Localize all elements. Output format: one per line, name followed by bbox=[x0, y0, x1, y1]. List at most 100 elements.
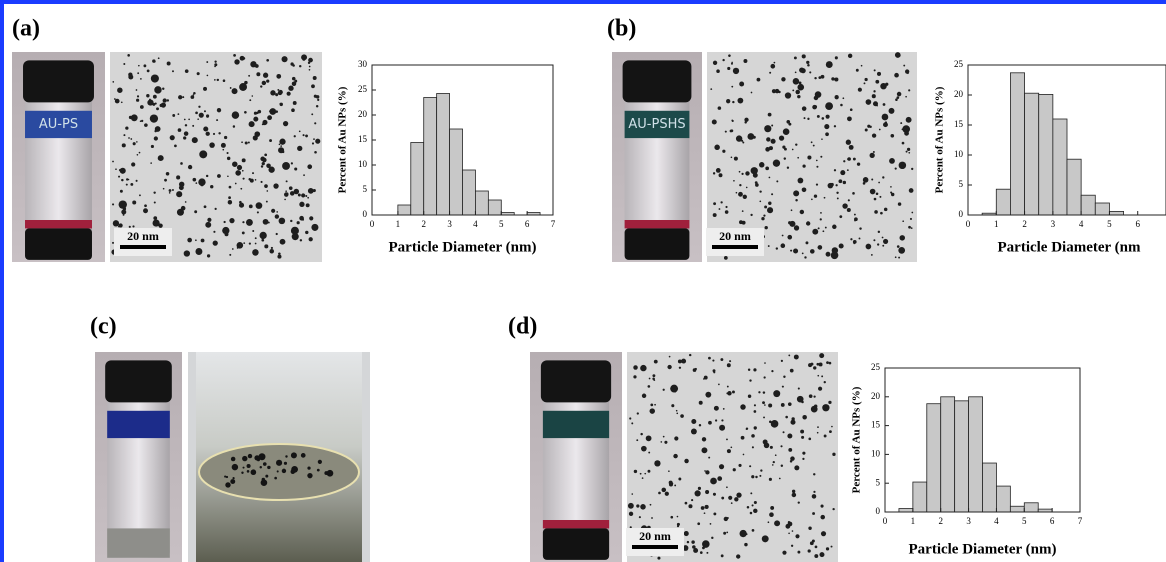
nanoparticle bbox=[772, 89, 776, 93]
nanoparticle bbox=[213, 133, 215, 135]
nanoparticle bbox=[829, 362, 832, 365]
nanoparticle bbox=[905, 96, 907, 98]
nanoparticle bbox=[299, 65, 301, 67]
nanoparticle bbox=[882, 176, 884, 178]
nanoparticle bbox=[158, 155, 164, 161]
nanoparticle bbox=[123, 63, 125, 65]
nanoparticle bbox=[898, 247, 905, 254]
nanoparticle bbox=[177, 113, 179, 115]
nanoparticle bbox=[825, 227, 827, 229]
nanoparticle bbox=[806, 221, 810, 225]
nanoparticle bbox=[788, 532, 790, 534]
nanoparticle bbox=[752, 504, 754, 506]
nanoparticle bbox=[908, 226, 911, 229]
y-tick-label: 15 bbox=[954, 119, 964, 129]
nanoparticle bbox=[706, 552, 708, 554]
nanoparticle bbox=[305, 135, 308, 138]
nanoparticle bbox=[726, 532, 728, 534]
nanoparticle bbox=[650, 408, 655, 413]
nanoparticle bbox=[264, 244, 268, 248]
nanoparticle bbox=[130, 183, 133, 186]
nanoparticle bbox=[309, 216, 313, 220]
nanoparticle bbox=[911, 212, 913, 214]
nanoparticle bbox=[178, 128, 182, 132]
nanoparticle bbox=[754, 428, 756, 430]
vial-liquid-top bbox=[625, 220, 690, 228]
figure: (a) (b) (c) (d) AU-PSAU-PSHS20 nm20 nm20… bbox=[0, 0, 1166, 562]
nanoparticle bbox=[775, 454, 777, 456]
nanoparticle bbox=[854, 217, 858, 221]
nanoparticle bbox=[746, 187, 748, 189]
nanoparticle bbox=[314, 151, 317, 154]
nanoparticle bbox=[879, 129, 881, 131]
nanoparticle bbox=[797, 157, 799, 159]
nanoparticle bbox=[763, 215, 765, 217]
nanoparticle bbox=[781, 77, 785, 81]
nanoparticle bbox=[144, 204, 147, 207]
nanoparticle bbox=[193, 178, 197, 182]
nanoparticle bbox=[269, 249, 274, 254]
nanoparticle bbox=[158, 57, 160, 59]
histogram-bar bbox=[996, 189, 1010, 215]
nanoparticle bbox=[230, 87, 232, 89]
nanoparticle bbox=[793, 78, 800, 85]
nanoparticle bbox=[807, 64, 810, 67]
nanoparticle bbox=[809, 71, 811, 73]
nanoparticle bbox=[698, 487, 701, 490]
nanoparticle bbox=[781, 360, 783, 362]
residue bbox=[277, 470, 279, 472]
nanoparticle bbox=[807, 118, 809, 120]
nanoparticle bbox=[831, 426, 833, 428]
nanoparticle bbox=[136, 141, 138, 143]
nanoparticle bbox=[657, 557, 660, 560]
nanoparticle bbox=[779, 136, 784, 141]
nanoparticle bbox=[831, 77, 834, 80]
nanoparticle bbox=[680, 414, 684, 418]
nanoparticle bbox=[246, 219, 253, 226]
nanoparticle bbox=[882, 114, 889, 121]
nanoparticle bbox=[863, 177, 869, 183]
nanoparticle bbox=[634, 470, 637, 473]
nanoparticle bbox=[128, 137, 130, 139]
histogram-bar bbox=[983, 463, 997, 512]
vial-liquid bbox=[25, 228, 92, 260]
nanoparticle bbox=[210, 185, 213, 188]
nanoparticle bbox=[663, 436, 665, 438]
vial-liquid bbox=[543, 528, 609, 560]
nanoparticle bbox=[814, 77, 816, 79]
nanoparticle bbox=[824, 381, 826, 383]
nanoparticle bbox=[810, 541, 814, 545]
nanoparticle bbox=[668, 470, 670, 472]
nanoparticle bbox=[773, 461, 775, 463]
nanoparticle bbox=[802, 106, 807, 111]
nanoparticle bbox=[878, 182, 880, 184]
nanoparticle bbox=[885, 121, 887, 123]
nanoparticle bbox=[857, 162, 860, 165]
nanoparticle bbox=[128, 179, 130, 181]
nanoparticle bbox=[654, 460, 660, 466]
nanoparticle bbox=[197, 72, 200, 75]
nanoparticle bbox=[264, 184, 268, 188]
nanoparticle bbox=[258, 110, 262, 114]
nanoparticle bbox=[733, 68, 739, 74]
nanoparticle bbox=[771, 193, 773, 195]
histogram-bar bbox=[398, 205, 411, 215]
nanoparticle bbox=[781, 403, 785, 407]
nanoparticle bbox=[754, 404, 756, 406]
nanoparticle bbox=[298, 193, 301, 196]
nanoparticle bbox=[716, 168, 721, 173]
nanoparticle bbox=[769, 72, 771, 74]
nanoparticle bbox=[266, 59, 269, 62]
nanoparticle bbox=[731, 502, 733, 504]
nanoparticle bbox=[268, 167, 274, 173]
nanoparticle bbox=[759, 200, 761, 202]
nanoparticle bbox=[195, 182, 197, 184]
nanoparticle bbox=[850, 238, 852, 240]
nanoparticle bbox=[898, 202, 901, 205]
nanoparticle bbox=[765, 226, 768, 229]
nanoparticle bbox=[870, 153, 875, 158]
histogram-bar bbox=[463, 170, 476, 215]
nanoparticle bbox=[826, 361, 829, 364]
nanoparticle bbox=[870, 189, 876, 195]
nanoparticle bbox=[839, 215, 842, 218]
